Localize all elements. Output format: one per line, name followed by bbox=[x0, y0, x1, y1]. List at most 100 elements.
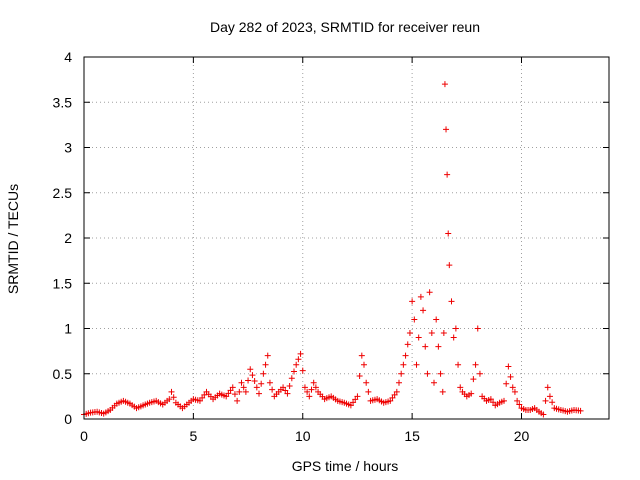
data-point bbox=[310, 379, 317, 386]
x-axis-label: GPS time / hours bbox=[292, 458, 399, 474]
y-tick-label: 0.5 bbox=[53, 366, 73, 382]
data-point bbox=[445, 230, 452, 237]
data-point bbox=[501, 397, 507, 404]
data-point bbox=[258, 380, 265, 387]
plot-frame bbox=[83, 56, 610, 420]
data-point bbox=[404, 341, 411, 348]
data-point bbox=[234, 397, 241, 404]
data-point bbox=[264, 352, 271, 359]
data-point bbox=[253, 384, 260, 391]
data-point bbox=[507, 373, 514, 380]
data-point bbox=[266, 379, 273, 386]
data-point bbox=[417, 293, 424, 300]
data-point bbox=[347, 402, 354, 409]
data-point bbox=[437, 370, 444, 377]
data-point bbox=[249, 372, 256, 379]
data-point bbox=[354, 393, 361, 400]
data-point bbox=[509, 384, 516, 391]
data-point bbox=[428, 330, 435, 337]
data-point bbox=[433, 316, 440, 323]
data-point bbox=[170, 394, 177, 401]
data-point bbox=[398, 370, 405, 377]
data-point bbox=[400, 361, 407, 368]
data-point bbox=[238, 379, 245, 386]
data-point bbox=[291, 368, 297, 375]
data-point bbox=[352, 396, 359, 403]
data-point bbox=[196, 397, 203, 404]
data-point bbox=[474, 325, 481, 332]
data-point bbox=[356, 373, 363, 380]
y-tick-label: 3 bbox=[64, 140, 72, 156]
data-point bbox=[448, 298, 455, 305]
data-point bbox=[514, 397, 521, 404]
data-point bbox=[409, 298, 416, 305]
x-tick-label: 5 bbox=[189, 428, 197, 444]
data-point bbox=[293, 361, 300, 368]
data-point bbox=[577, 407, 584, 414]
data-point bbox=[396, 379, 402, 386]
data-point bbox=[413, 361, 420, 368]
axes: 0 5 10 15 20 0 0.5 1 1.5 2 2.5 3 3.5 4 bbox=[53, 49, 609, 444]
data-point bbox=[358, 352, 365, 359]
data-point bbox=[262, 361, 269, 368]
data-point bbox=[242, 388, 249, 395]
data-point bbox=[450, 334, 457, 341]
data-point bbox=[503, 380, 510, 387]
data-point bbox=[540, 411, 547, 418]
data-point bbox=[245, 377, 252, 384]
data-point bbox=[387, 397, 394, 404]
data-point bbox=[350, 399, 357, 406]
data-point bbox=[402, 352, 409, 359]
data-point bbox=[201, 391, 208, 398]
y-tick-label: 2 bbox=[64, 230, 72, 246]
data-point bbox=[297, 350, 304, 357]
data-point bbox=[441, 81, 448, 88]
data-point bbox=[168, 388, 175, 395]
data-point bbox=[363, 379, 370, 386]
data-point bbox=[286, 382, 293, 389]
chart-title: Day 282 of 2023, SRMTID for receiver reu… bbox=[210, 19, 480, 35]
data-point bbox=[440, 330, 447, 337]
data-point bbox=[476, 370, 483, 377]
data-point bbox=[282, 387, 289, 394]
data-point bbox=[505, 363, 512, 370]
data-point bbox=[199, 394, 206, 401]
data-point bbox=[406, 330, 413, 337]
x-tick-label: 20 bbox=[514, 428, 530, 444]
y-tick-label: 1 bbox=[64, 321, 72, 337]
data-point bbox=[361, 361, 367, 368]
data-point bbox=[225, 390, 232, 397]
data-point bbox=[544, 384, 551, 391]
data-point bbox=[236, 388, 243, 395]
data-point bbox=[227, 387, 234, 394]
data-point bbox=[457, 384, 464, 391]
x-tick-label: 15 bbox=[404, 428, 420, 444]
data-point bbox=[511, 388, 518, 395]
data-point bbox=[288, 375, 295, 382]
y-tick-label: 1.5 bbox=[53, 275, 73, 291]
data-point bbox=[299, 367, 306, 374]
y-tick-label: 0 bbox=[64, 411, 72, 427]
data-point bbox=[516, 401, 523, 408]
x-tick-label: 0 bbox=[80, 428, 88, 444]
data-point bbox=[424, 370, 431, 377]
data-point bbox=[393, 388, 400, 395]
data-point bbox=[422, 343, 429, 350]
data-point bbox=[411, 316, 418, 323]
data-point bbox=[306, 393, 313, 400]
data-point bbox=[240, 384, 247, 391]
data-point bbox=[223, 393, 230, 400]
data-point bbox=[284, 390, 291, 397]
data-point bbox=[256, 390, 262, 397]
data-point bbox=[431, 379, 437, 386]
data-point bbox=[470, 376, 477, 383]
y-axis-label: SRMTID / TECUs bbox=[5, 184, 21, 294]
data-point bbox=[420, 307, 427, 314]
data-point bbox=[415, 334, 422, 341]
y-tick-label: 2.5 bbox=[53, 185, 73, 201]
data-point bbox=[312, 384, 319, 391]
data-point bbox=[435, 343, 442, 350]
data-point bbox=[231, 391, 238, 398]
data-point bbox=[452, 325, 459, 332]
grid-lines bbox=[84, 57, 609, 419]
